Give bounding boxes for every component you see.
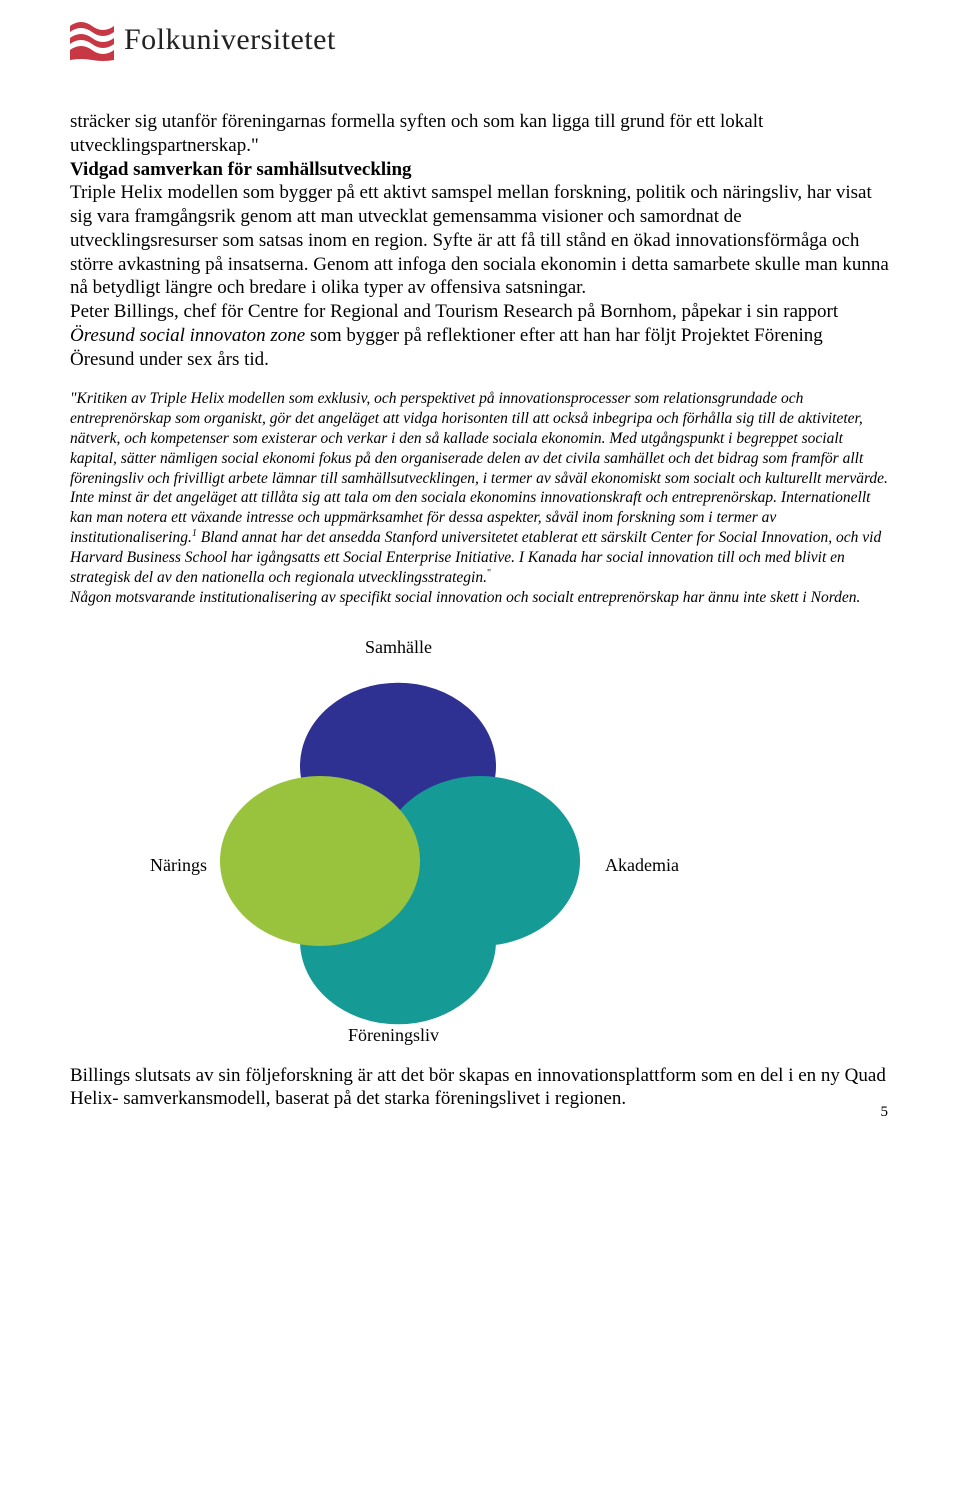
- venn-circle-left: [220, 776, 420, 946]
- closing-quote-mark: ": [487, 568, 491, 579]
- body-paragraph-1: sträcker sig utanför föreningarnas forme…: [70, 110, 890, 158]
- body-paragraph-2: Vidgad samverkan för samhällsutveckling …: [70, 158, 890, 301]
- closing-paragraph: Billings slutsats av sin följeforskning …: [70, 1064, 890, 1112]
- logo-wordmark: Folkuniversitetet: [124, 20, 336, 60]
- body-paragraph-3: Peter Billings, chef för Centre for Regi…: [70, 300, 890, 371]
- header-logo: Folkuniversitetet: [70, 18, 890, 62]
- quad-helix-diagram: Samhälle Närings Akademia Föreningsliv: [150, 636, 690, 1056]
- quote-text: "Kritiken av Triple Helix modellen som e…: [70, 390, 888, 486]
- body-text: Peter Billings, chef för Centre for Regi…: [70, 301, 838, 322]
- quote-text: Någon motsvarande institutionalisering a…: [70, 589, 860, 606]
- logo-icon: [70, 18, 114, 62]
- quote-block: "Kritiken av Triple Helix modellen som e…: [70, 389, 890, 607]
- venn-svg: [150, 646, 690, 1046]
- page-number: 5: [881, 1103, 889, 1123]
- body-text: Triple Helix modellen som bygger på ett …: [70, 182, 889, 298]
- italic-title: Öresund social innovaton zone: [70, 325, 305, 346]
- bold-heading: Vidgad samverkan för samhällsutveckling: [70, 159, 412, 180]
